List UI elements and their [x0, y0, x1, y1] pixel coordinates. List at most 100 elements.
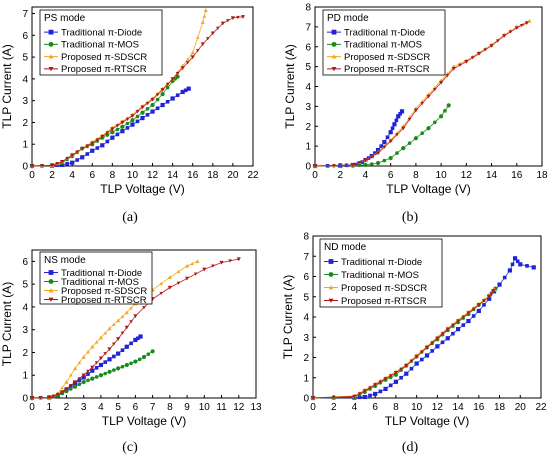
y-tick-label: 4: [305, 82, 311, 93]
data-point: [451, 323, 455, 327]
data-point: [205, 37, 210, 41]
data-point: [514, 26, 519, 30]
data-point: [413, 136, 418, 141]
data-point: [382, 140, 387, 145]
data-point: [190, 50, 195, 55]
x-tick-label: 14: [453, 402, 465, 413]
data-point: [451, 66, 456, 71]
legend-entry: Proposed π-SDSCR: [61, 286, 147, 297]
data-point: [65, 162, 69, 166]
y-tick-label: 3: [22, 96, 28, 107]
legend-entry: Proposed π-RTSCR: [341, 296, 427, 307]
data-point: [332, 164, 336, 168]
data-point: [107, 326, 112, 331]
data-point: [94, 340, 99, 344]
data-point: [190, 55, 195, 60]
data-point: [145, 107, 150, 111]
data-point: [202, 14, 207, 18]
x-tick-label: 7: [150, 402, 156, 413]
data-point: [60, 162, 65, 168]
y-tick-label: 8: [305, 3, 311, 14]
x-tick-label: 9: [184, 402, 190, 413]
data-point: [165, 85, 170, 90]
plot-frame: [31, 249, 257, 399]
data-point: [103, 371, 108, 376]
x-tick-label: 10: [199, 402, 211, 413]
data-point: [98, 356, 104, 361]
data-point: [116, 337, 121, 341]
data-point: [455, 327, 461, 332]
data-point: [502, 34, 507, 38]
data-point: [150, 97, 155, 102]
data-point: [461, 315, 466, 319]
data-point: [183, 88, 188, 93]
data-point: [176, 269, 181, 274]
legend-entry: Traditional π-Diode: [341, 257, 422, 268]
data-point: [464, 59, 469, 64]
data-point: [160, 88, 165, 92]
mode-label: PS mode: [44, 13, 86, 24]
data-point: [368, 393, 372, 398]
mode-label: PD mode: [327, 13, 369, 24]
data-point: [129, 320, 133, 324]
x-tick-label: 4: [363, 170, 369, 181]
data-point: [455, 319, 461, 324]
data-point: [195, 49, 200, 53]
data-point: [446, 103, 451, 108]
data-point: [383, 386, 388, 391]
x-tick-label: 14: [486, 170, 498, 181]
data-point: [193, 272, 198, 276]
data-point: [175, 71, 180, 76]
data-point: [184, 276, 190, 281]
x-tick-label: 2: [64, 402, 70, 413]
legend-entry: Traditional π-MOS: [61, 277, 139, 288]
data-point: [383, 377, 388, 381]
y-axis-label: TLP Current (A): [0, 282, 14, 366]
data-point: [107, 357, 112, 362]
data-point: [80, 146, 85, 151]
x-tick-label: 6: [89, 170, 95, 181]
data-point: [94, 361, 99, 365]
data-point: [226, 19, 230, 23]
data-point: [489, 292, 494, 296]
x-tick-label: 12: [233, 402, 245, 413]
data-point: [393, 379, 399, 384]
data-point: [159, 291, 164, 296]
data-point: [525, 264, 529, 268]
data-point: [388, 130, 393, 135]
y-tick-label: 1: [22, 371, 28, 382]
data-point: [68, 387, 73, 391]
legend-marker: [331, 29, 337, 35]
x-tick-label: 6: [372, 402, 378, 413]
x-tick-label: 16: [187, 170, 199, 181]
data-point: [103, 331, 108, 335]
data-point: [471, 307, 476, 311]
data-point: [466, 318, 471, 324]
data-point: [116, 318, 121, 323]
data-point: [112, 354, 116, 359]
x-tick-label: 12: [147, 170, 159, 181]
data-point: [394, 118, 399, 123]
data-point: [373, 383, 378, 387]
data-point: [135, 110, 140, 114]
data-point: [407, 117, 412, 122]
panel-label: (d): [402, 440, 419, 455]
data-point: [507, 268, 513, 273]
data-point: [357, 392, 362, 396]
data-point: [115, 127, 120, 132]
data-point: [137, 357, 142, 362]
data-point: [502, 275, 507, 280]
y-tick-label: 4: [303, 313, 309, 324]
data-point: [354, 162, 358, 167]
data-point: [470, 56, 475, 60]
data-point: [331, 395, 336, 399]
data-point: [424, 345, 430, 350]
mode-label: NS mode: [44, 255, 86, 266]
data-point: [395, 133, 399, 137]
data-point: [350, 163, 355, 168]
data-point: [125, 117, 130, 121]
legend-entry: Traditional π-MOS: [341, 270, 419, 281]
x-tick-label: 0: [312, 170, 318, 181]
